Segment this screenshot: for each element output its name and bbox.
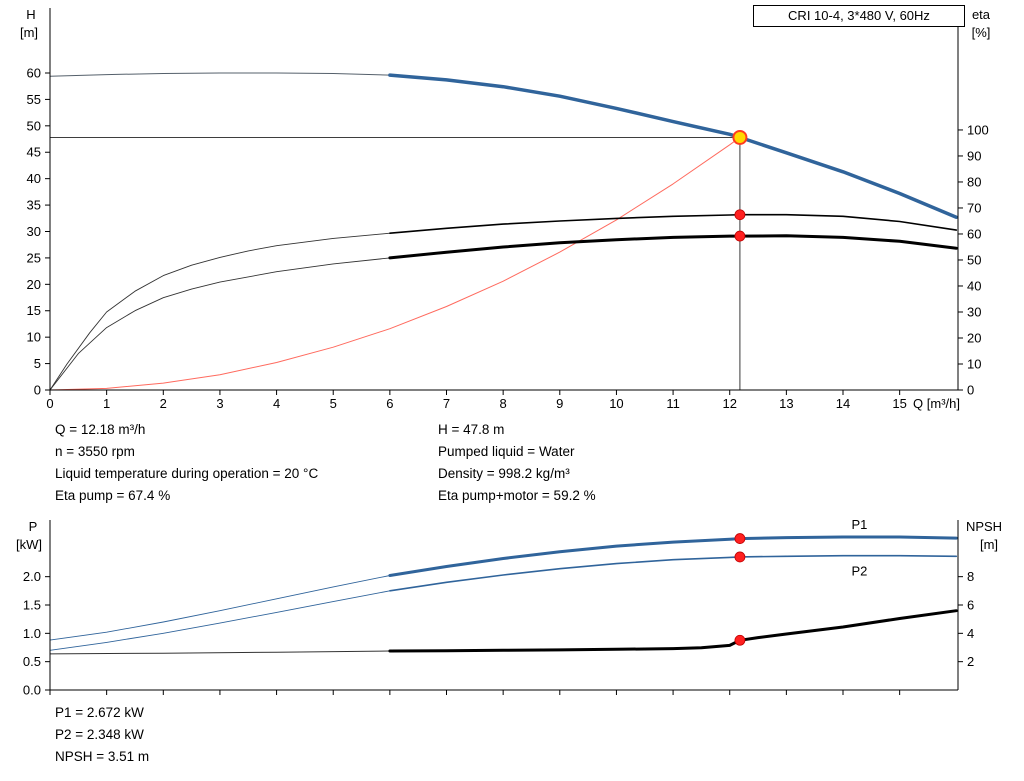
x-tick-label: 12 [722,396,736,411]
pump-curve-ext-curve [49,72,391,77]
power-info: P1 = 2.672 kW P2 = 2.348 kW NPSH = 3.51 … [55,702,149,768]
y-left-tick-label: 35 [27,198,41,213]
operating-point-dot [734,533,746,544]
npsh-curve [388,609,958,653]
operating-point-dot [734,551,746,563]
y-right-axis-unit: [m] [980,537,998,552]
y-right-tick-label: 60 [967,226,981,241]
duty-point-marker[interactable] [732,129,748,145]
x-tick-label: 6 [386,396,393,411]
flow-text: Q = 12.18 m³/h [55,422,146,437]
y-left-tick-label: 0 [34,383,41,398]
p1-text: P1 = 2.672 kW [55,705,144,720]
eta-pump-text: Eta pump = 67.4 % [55,488,171,503]
x-tick-label: 14 [836,396,850,411]
x-tick-label: 5 [330,396,337,411]
p2-ext-curve [49,590,391,651]
liquid-temp-text: Liquid temperature during operation = 20… [55,466,319,481]
eta-pump-motor-ext-curve [49,257,391,391]
y-left-tick-label: 0.0 [23,683,41,698]
series-label-P2: P2 [852,564,868,579]
x-tick-label: 15 [892,396,906,411]
x-tick-label: 11 [666,396,680,411]
operating-point-dot [734,634,746,646]
hq-eta-chart[interactable]: 0 1 2 3 4 5 6 7 8 9 10 11 12 13 14 15051015202530354045… [0,0,1024,415]
y-right-tick-label: 30 [967,304,981,319]
x-tick-label: 8 [500,396,507,411]
x-tick-label: 3 [216,396,223,411]
pump-model-title: CRI 10-4, 3*480 V, 60Hz [753,5,965,27]
duty-info-right: H = 47.8 m Pumped liquid = Water Density… [438,419,596,507]
power-npsh-chart[interactable]: 0.0 0.5 1.0 1.5 2.0 2 4 6 8 P1 P2 P [kW] NPSH [m] [0,512,1024,712]
y-right-tick-label: 40 [967,278,981,293]
eta-pump-ext-curve [49,232,391,391]
y-left-axis-title: P [29,519,38,534]
y-left-tick-label: 0.5 [23,654,41,669]
x-tick-label: 13 [779,396,793,411]
y-right-axis-title: eta [972,7,991,22]
pump-curve-curve [388,73,959,219]
series-label-P1: P1 [852,517,868,532]
y-left-tick-label: 45 [27,145,41,160]
y-right-tick-label: 0 [967,383,974,398]
y-right-tick-label: 80 [967,174,981,189]
y-right-axis-unit: [%] [972,25,991,40]
npsh-ext-curve [49,650,391,655]
p2-text: P2 = 2.348 kW [55,727,144,742]
system-curve-curve [49,136,741,391]
x-tick-label: 2 [160,396,167,411]
p1-curve [388,535,958,577]
y-right-tick-label: 6 [967,598,974,613]
y-left-axis-unit: [m] [20,25,38,40]
y-left-tick-label: 50 [27,118,41,133]
y-left-tick-label: 15 [27,303,41,318]
y-left-axis-unit: [kW] [16,537,42,552]
y-left-tick-label: 2.0 [23,569,41,584]
y-left-tick-label: 25 [27,250,41,265]
y-right-tick-label: 50 [967,252,981,267]
y-right-axis-title: NPSH [966,519,1002,534]
x-tick-label: 1 [103,396,110,411]
y-left-axis-title: H [26,7,35,22]
y-right-tick-label: 90 [967,148,981,163]
p2-curve [389,554,958,592]
y-left-tick-label: 20 [27,277,41,292]
y-left-tick-label: 40 [27,171,41,186]
eta-pump-motor-text: Eta pump+motor = 59.2 % [438,488,596,503]
operating-point-dot [734,209,746,221]
x-tick-label: 10 [609,396,623,411]
pumped-liquid-text: Pumped liquid = Water [438,444,575,459]
x-tick-label: 7 [443,396,450,411]
density-text: Density = 998.2 kg/m³ [438,466,570,481]
y-left-tick-label: 55 [27,92,41,107]
y-right-tick-label: 20 [967,330,981,345]
x-tick-label: 4 [273,396,280,411]
y-right-tick-label: 10 [967,356,981,371]
y-right-tick-label: 100 [967,122,989,137]
y-right-tick-label: 70 [967,200,981,215]
y-left-tick-label: 1.0 [23,626,41,641]
x-axis-title: Q [m³/h] [913,396,960,411]
p1-ext-curve [49,575,391,641]
operating-point-dot [734,230,746,242]
x-tick-label: 0 [46,396,53,411]
y-right-tick-label: 4 [967,626,974,641]
y-left-tick-label: 30 [27,224,41,239]
duty-info-left: Q = 12.18 m³/h n = 3550 rpm Liquid tempe… [55,419,318,507]
y-left-tick-label: 10 [27,330,41,345]
npsh-text: NPSH = 3.51 m [55,749,150,764]
x-tick-label: 9 [556,396,563,411]
y-right-tick-label: 2 [967,654,974,669]
y-right-tick-label: 8 [967,569,974,584]
eta-pump-motor-curve [388,234,958,260]
y-left-tick-label: 1.5 [23,598,41,613]
y-left-tick-label: 60 [27,65,41,80]
y-left-tick-label: 5 [34,356,41,371]
head-text: H = 47.8 m [438,422,505,437]
eta-pump-curve [389,213,958,234]
speed-text: n = 3550 rpm [55,444,135,459]
